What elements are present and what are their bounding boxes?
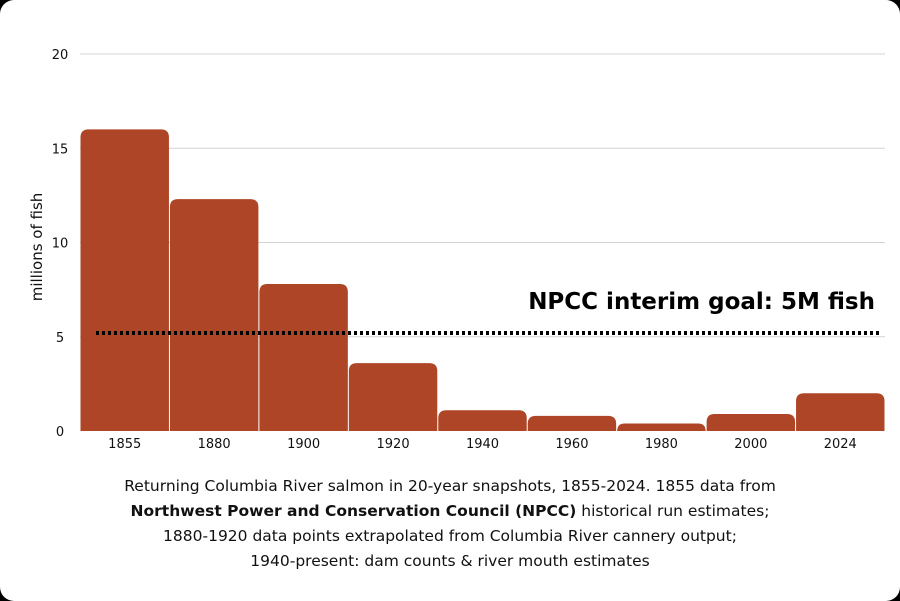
- x-tick-label: 1960: [555, 437, 588, 452]
- y-axis-label: millions of fish: [28, 193, 46, 302]
- bars: [80, 129, 885, 431]
- bar-chart: 0 5 10 15 20 1855 1880 1900 1920 1940 1960 1980 200…: [28, 48, 885, 452]
- bar-1940: [438, 410, 527, 431]
- x-tick-label: 2000: [734, 437, 767, 452]
- x-tick-label: 1920: [377, 437, 410, 452]
- reference-line-group: NPCC interim goal: 5M fish: [96, 289, 881, 335]
- x-tick-label: 2024: [824, 437, 857, 452]
- x-tick-label: 1980: [645, 437, 678, 452]
- y-tick-label: 0: [56, 425, 64, 440]
- x-tick-label: 1900: [287, 437, 320, 452]
- caption-line-4: 1940-present: dam counts & river mouth e…: [250, 552, 650, 570]
- y-tick-label: 15: [52, 142, 69, 157]
- caption-line-1: Returning Columbia River salmon in 20-ye…: [124, 477, 776, 495]
- bar-1980: [617, 423, 706, 431]
- x-tick-label: 1880: [198, 437, 231, 452]
- y-tick-label: 20: [52, 48, 69, 63]
- y-tick-label: 10: [52, 237, 69, 252]
- bar-1855: [80, 129, 169, 431]
- caption-source-name: Northwest Power and Conservation Council…: [130, 502, 577, 520]
- bar-1920: [348, 363, 438, 431]
- chart-caption: Returning Columbia River salmon in 20-ye…: [60, 474, 840, 574]
- bar-2000: [706, 414, 796, 431]
- bar-1880: [169, 199, 259, 431]
- y-tick-label: 5: [56, 331, 64, 346]
- caption-line-2-rest: historical run estimates;: [576, 502, 770, 520]
- bar-2024: [796, 393, 885, 431]
- x-tick-label: 1855: [108, 437, 141, 452]
- x-tick-labels: 1855 1880 1900 1920 1940 1960 1980 2000 2024: [108, 437, 857, 452]
- bar-1960: [527, 415, 617, 431]
- y-tick-labels: 0 5 10 15 20: [52, 48, 69, 440]
- caption-line-3: 1880-1920 data points extrapolated from …: [163, 527, 737, 545]
- bar-1900: [259, 283, 348, 431]
- caption-line-2: Northwest Power and Conservation Council…: [60, 499, 840, 524]
- reference-line-label: NPCC interim goal: 5M fish: [528, 289, 875, 315]
- x-tick-label: 1940: [466, 437, 499, 452]
